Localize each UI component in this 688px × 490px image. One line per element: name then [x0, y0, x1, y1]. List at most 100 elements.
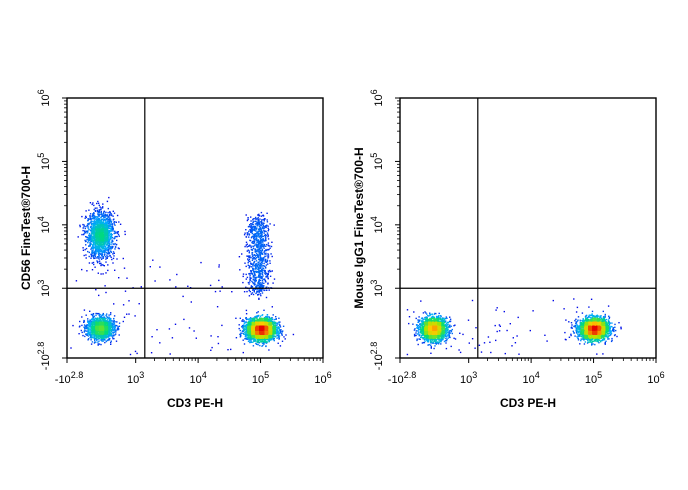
event-dot — [88, 255, 90, 258]
event-dot — [109, 214, 111, 217]
event-dot — [264, 250, 266, 252]
event-dot — [217, 342, 220, 345]
event-dot — [263, 225, 265, 227]
event-dot — [88, 262, 91, 264]
event-dot — [110, 241, 112, 243]
event-dot — [211, 346, 213, 349]
event-dot — [102, 229, 104, 232]
event-dot — [96, 322, 98, 324]
event-dot — [106, 234, 108, 236]
event-dot — [269, 269, 271, 272]
event-dot — [109, 330, 111, 333]
event-dot — [281, 340, 284, 342]
event-dot — [171, 337, 174, 339]
event-dot — [94, 251, 97, 253]
event-dot — [94, 209, 97, 212]
event-dot — [257, 221, 260, 224]
event-dot — [265, 341, 268, 343]
event-dot — [95, 226, 97, 228]
event-dot — [90, 225, 92, 228]
event-dot — [249, 274, 251, 276]
event-dot — [255, 265, 257, 267]
event-dot — [255, 267, 257, 269]
event-dot — [95, 223, 97, 226]
event-dot — [102, 255, 105, 258]
event-dot — [254, 277, 256, 280]
event-dot — [91, 227, 94, 229]
event-dot — [258, 280, 260, 282]
event-dot — [267, 270, 270, 272]
event-dot — [82, 227, 84, 229]
event-dot — [267, 230, 269, 232]
event-dot — [85, 232, 87, 234]
event-dot — [97, 211, 100, 214]
event-dot — [83, 324, 86, 326]
event-dot — [124, 230, 126, 233]
event-dot — [252, 276, 254, 278]
event-dot — [85, 254, 87, 256]
event-dot — [93, 204, 95, 207]
event-dot — [105, 340, 107, 343]
event-dot — [95, 232, 97, 235]
event-dot — [256, 238, 258, 240]
event-dot — [256, 288, 258, 291]
event-dot — [258, 258, 260, 260]
event-dot — [266, 314, 269, 316]
event-dot — [94, 251, 96, 253]
event-dot — [251, 253, 253, 256]
event-dot — [255, 260, 258, 262]
event-dot — [113, 232, 115, 235]
event-dot — [243, 291, 246, 293]
event-dot — [279, 325, 281, 327]
event-dot — [264, 239, 267, 241]
event-dot — [256, 265, 259, 267]
event-dot — [254, 316, 256, 318]
event-dot — [77, 236, 79, 238]
event-dot — [82, 223, 84, 226]
event-dot — [247, 336, 249, 338]
event-dot — [254, 223, 257, 225]
event-dot — [260, 224, 262, 227]
event-dot — [262, 253, 264, 255]
event-dot — [113, 218, 115, 220]
event-dot — [248, 250, 250, 252]
event-dot — [260, 271, 262, 273]
event-dot — [249, 260, 251, 263]
event-dot — [112, 322, 114, 325]
event-dot — [246, 338, 248, 340]
event-dot — [251, 259, 254, 261]
event-dot — [249, 224, 251, 226]
event-dot — [267, 248, 269, 251]
event-dot — [258, 230, 260, 232]
event-dot — [253, 257, 256, 259]
event-dot — [261, 250, 264, 252]
event-dot — [116, 239, 118, 242]
event-dot — [112, 320, 114, 322]
event-dot — [87, 330, 90, 332]
event-dot — [97, 238, 100, 240]
event-dot — [94, 218, 96, 220]
event-dot — [260, 240, 262, 242]
event-dot — [84, 248, 86, 251]
event-dot — [255, 245, 258, 247]
event-dot — [281, 334, 283, 336]
event-dot — [83, 331, 85, 333]
event-dot — [79, 325, 81, 327]
event-dot — [247, 245, 250, 247]
event-dot — [97, 250, 99, 252]
event-dot — [263, 269, 265, 272]
event-dot — [252, 255, 254, 257]
event-dot — [240, 332, 242, 334]
event-dot — [261, 283, 263, 285]
event-dot — [261, 221, 263, 224]
event-dot — [97, 216, 99, 218]
event-dot — [256, 241, 258, 244]
event-dot — [94, 266, 96, 268]
event-dot — [242, 330, 245, 332]
event-dot — [265, 243, 268, 246]
event-dot — [258, 267, 260, 269]
event-dot — [253, 227, 256, 229]
event-dot — [110, 219, 112, 221]
event-dot — [99, 316, 101, 318]
event-dot — [261, 235, 263, 238]
